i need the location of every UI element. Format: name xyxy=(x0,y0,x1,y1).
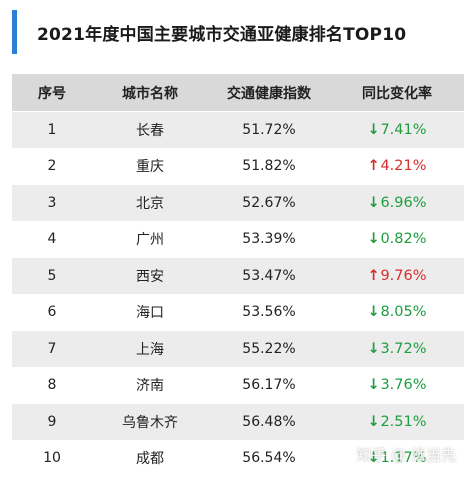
change-value: ↑4.21% xyxy=(367,158,426,174)
page-title: 2021年度中国主要城市交通亚健康排名TOP10 xyxy=(37,20,406,45)
change-cell: ↓8.05% xyxy=(330,304,464,320)
title-bar: 2021年度中国主要城市交通亚健康排名TOP10 xyxy=(12,10,464,54)
change-percent: 3.72% xyxy=(380,341,426,357)
change-value: ↓7.41% xyxy=(367,122,426,138)
change-percent: 8.05% xyxy=(380,304,426,320)
change-percent: 3.76% xyxy=(380,377,426,393)
rank-cell: 6 xyxy=(12,304,92,320)
change-percent: 0.82% xyxy=(380,231,426,247)
header-index: 交通健康指数 xyxy=(208,83,330,103)
change-value: ↓3.72% xyxy=(367,341,426,357)
city-cell: 北京 xyxy=(92,193,208,213)
rank-cell: 8 xyxy=(12,377,92,393)
change-value: ↓3.76% xyxy=(367,377,426,393)
index-cell: 51.72% xyxy=(208,122,330,138)
arrow-up-icon: ↑ xyxy=(367,158,379,174)
city-cell: 重庆 xyxy=(92,156,208,176)
arrow-down-icon: ↓ xyxy=(367,414,379,430)
change-percent: 7.41% xyxy=(380,122,426,138)
rank-cell: 9 xyxy=(12,414,92,430)
arrow-down-icon: ↓ xyxy=(367,341,379,357)
rank-cell: 3 xyxy=(12,195,92,211)
city-cell: 西安 xyxy=(92,266,208,286)
change-cell: ↓3.72% xyxy=(330,341,464,357)
city-cell: 成都 xyxy=(92,448,208,468)
index-cell: 56.17% xyxy=(208,377,330,393)
rank-cell: 5 xyxy=(12,268,92,284)
watermark: 知乎 @ 谁当先 xyxy=(356,444,456,465)
table-header-row: 序号 城市名称 交通健康指数 同比变化率 xyxy=(12,74,464,112)
city-cell: 上海 xyxy=(92,339,208,359)
rank-cell: 4 xyxy=(12,231,92,247)
arrow-down-icon: ↓ xyxy=(367,377,379,393)
change-cell: ↑9.76% xyxy=(330,268,464,284)
change-cell: ↑4.21% xyxy=(330,158,464,174)
rank-cell: 1 xyxy=(12,122,92,138)
arrow-up-icon: ↑ xyxy=(367,268,379,284)
index-cell: 52.67% xyxy=(208,195,330,211)
index-cell: 53.56% xyxy=(208,304,330,320)
change-cell: ↓7.41% xyxy=(330,122,464,138)
city-cell: 济南 xyxy=(92,375,208,395)
index-cell: 51.82% xyxy=(208,158,330,174)
rank-cell: 7 xyxy=(12,341,92,357)
arrow-down-icon: ↓ xyxy=(367,231,379,247)
change-cell: ↓3.76% xyxy=(330,377,464,393)
change-value: ↓8.05% xyxy=(367,304,426,320)
index-cell: 55.22% xyxy=(208,341,330,357)
header-rank: 序号 xyxy=(12,83,92,103)
change-value: ↓2.51% xyxy=(367,414,426,430)
index-cell: 56.54% xyxy=(208,450,330,466)
header-change: 同比变化率 xyxy=(330,83,464,103)
change-cell: ↓2.51% xyxy=(330,414,464,430)
change-percent: 2.51% xyxy=(380,414,426,430)
index-cell: 53.39% xyxy=(208,231,330,247)
city-cell: 广州 xyxy=(92,229,208,249)
change-value: ↑9.76% xyxy=(367,268,426,284)
city-cell: 长春 xyxy=(92,120,208,140)
city-cell: 乌鲁木齐 xyxy=(92,412,208,432)
city-cell: 海口 xyxy=(92,302,208,322)
change-cell: ↓0.82% xyxy=(330,231,464,247)
change-percent: 6.96% xyxy=(380,195,426,211)
header-city: 城市名称 xyxy=(92,83,208,103)
rank-cell: 10 xyxy=(12,450,92,466)
arrow-down-icon: ↓ xyxy=(367,195,379,211)
change-percent: 4.21% xyxy=(380,158,426,174)
arrow-down-icon: ↓ xyxy=(367,304,379,320)
arrow-down-icon: ↓ xyxy=(367,122,379,138)
change-cell: ↓6.96% xyxy=(330,195,464,211)
index-cell: 56.48% xyxy=(208,414,330,430)
change-value: ↓6.96% xyxy=(367,195,426,211)
rank-cell: 2 xyxy=(12,158,92,174)
change-value: ↓0.82% xyxy=(367,231,426,247)
index-cell: 53.47% xyxy=(208,268,330,284)
change-percent: 9.76% xyxy=(380,268,426,284)
